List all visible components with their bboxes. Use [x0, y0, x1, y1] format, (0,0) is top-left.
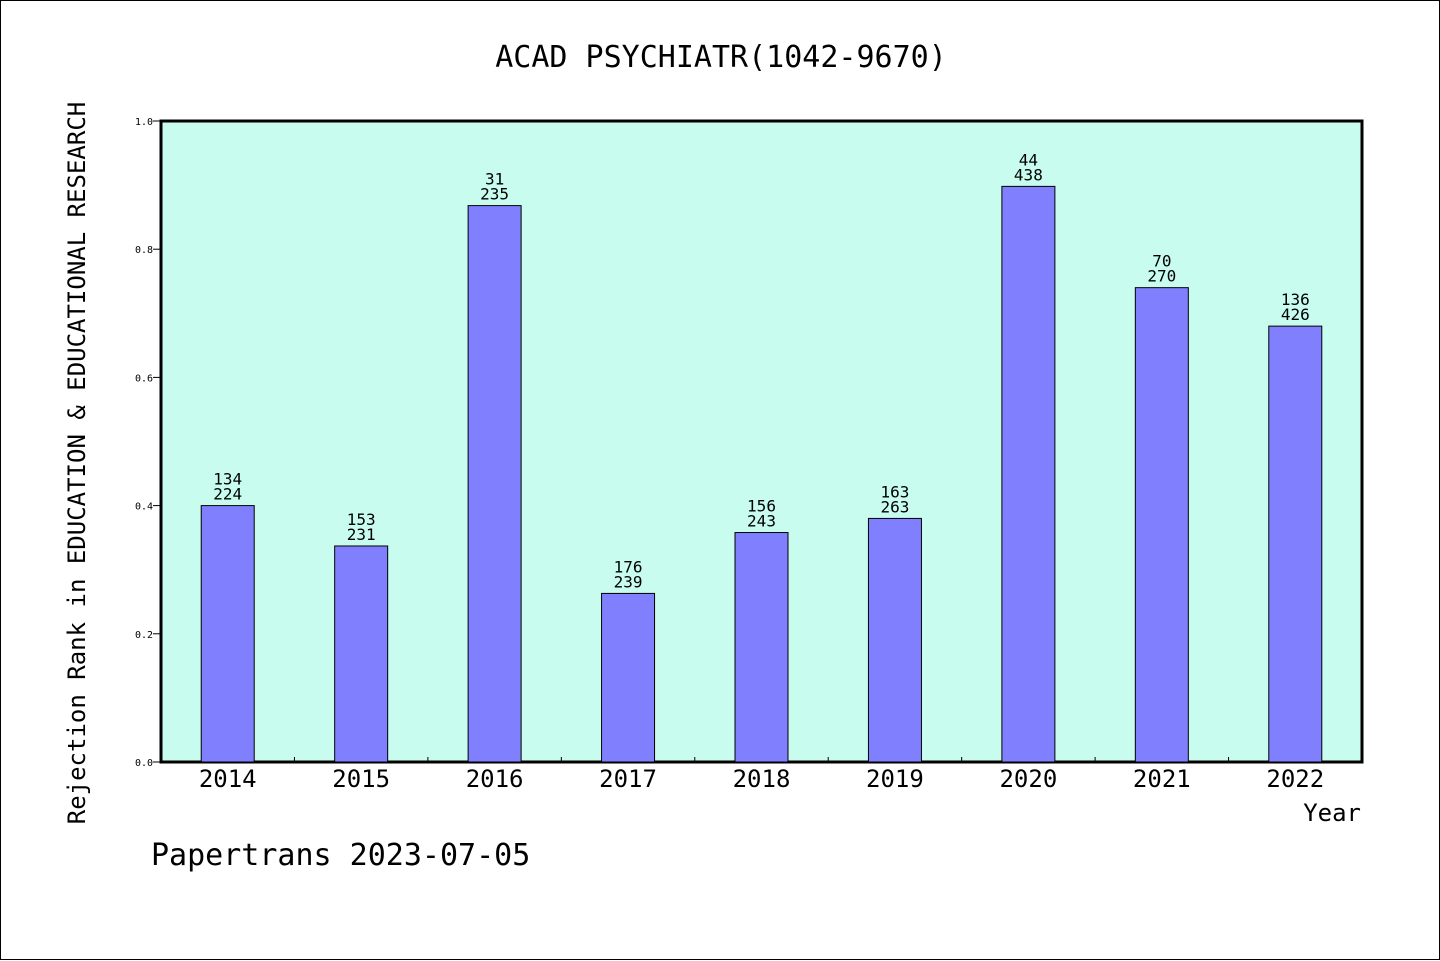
x-axis: 2014 2015 2016 2017 2018 2019 2020 2021 2022 [199, 757, 1324, 793]
rank-label: 156 [747, 497, 776, 516]
x-tick-label: 2019 [866, 765, 924, 793]
total-label: 239 [614, 572, 643, 591]
total-label: 235 [480, 185, 509, 204]
y-tick-label: 0.0 [135, 758, 153, 769]
rank-label: 176 [614, 557, 643, 576]
bar-2018 [734, 532, 789, 763]
x-tick-label: 2014 [199, 765, 257, 793]
y-tick-label: 0.4 [135, 502, 153, 513]
x-tick-label: 2022 [1266, 765, 1324, 793]
bars [200, 185, 1323, 763]
total-label: 263 [880, 497, 909, 516]
footer-credit: Papertrans 2023-07-05 [151, 838, 530, 873]
rank-label: 136 [1281, 290, 1310, 309]
total-label: 438 [1014, 165, 1043, 184]
y-tick-label: 0.8 [135, 245, 153, 256]
chart-title: ACAD PSYCHIATR(1042-9670) [495, 40, 947, 75]
x-tick-label: 2020 [999, 765, 1057, 793]
y-tick-label: 0.6 [135, 373, 153, 384]
rank-label: 44 [1019, 150, 1038, 169]
y-axis: 0.0 0.2 0.4 0.6 0.8 1.0 [135, 117, 161, 769]
x-tick-label: 2018 [733, 765, 791, 793]
bar-2014 [200, 505, 255, 763]
x-tick-label: 2015 [332, 765, 390, 793]
rank-label: 153 [347, 510, 376, 529]
bar-2020 [1001, 185, 1056, 763]
rank-label: 134 [213, 470, 242, 489]
rank-label: 70 [1152, 252, 1171, 271]
bar-2019 [867, 517, 922, 763]
y-axis-label: Rejection Rank in EDUCATION & EDUCATIONA… [63, 102, 91, 824]
bar-2021 [1134, 287, 1189, 763]
x-tick-label: 2021 [1133, 765, 1191, 793]
total-label: 243 [747, 512, 776, 531]
bar-2016 [467, 205, 522, 763]
x-tick-label: 2017 [599, 765, 657, 793]
rank-label: 31 [485, 170, 504, 189]
rank-label: 163 [880, 482, 909, 501]
y-tick-label: 0.2 [135, 630, 153, 641]
total-label: 270 [1147, 267, 1176, 286]
y-tick-label: 1.0 [135, 117, 153, 128]
x-axis-label: Year [1303, 799, 1361, 827]
total-label: 426 [1281, 305, 1310, 324]
x-tick-label: 2016 [466, 765, 524, 793]
total-label: 231 [347, 525, 376, 544]
bar-2015 [334, 545, 389, 763]
bar-2022 [1268, 325, 1323, 763]
bar-2017 [601, 592, 656, 763]
total-label: 224 [213, 485, 242, 504]
